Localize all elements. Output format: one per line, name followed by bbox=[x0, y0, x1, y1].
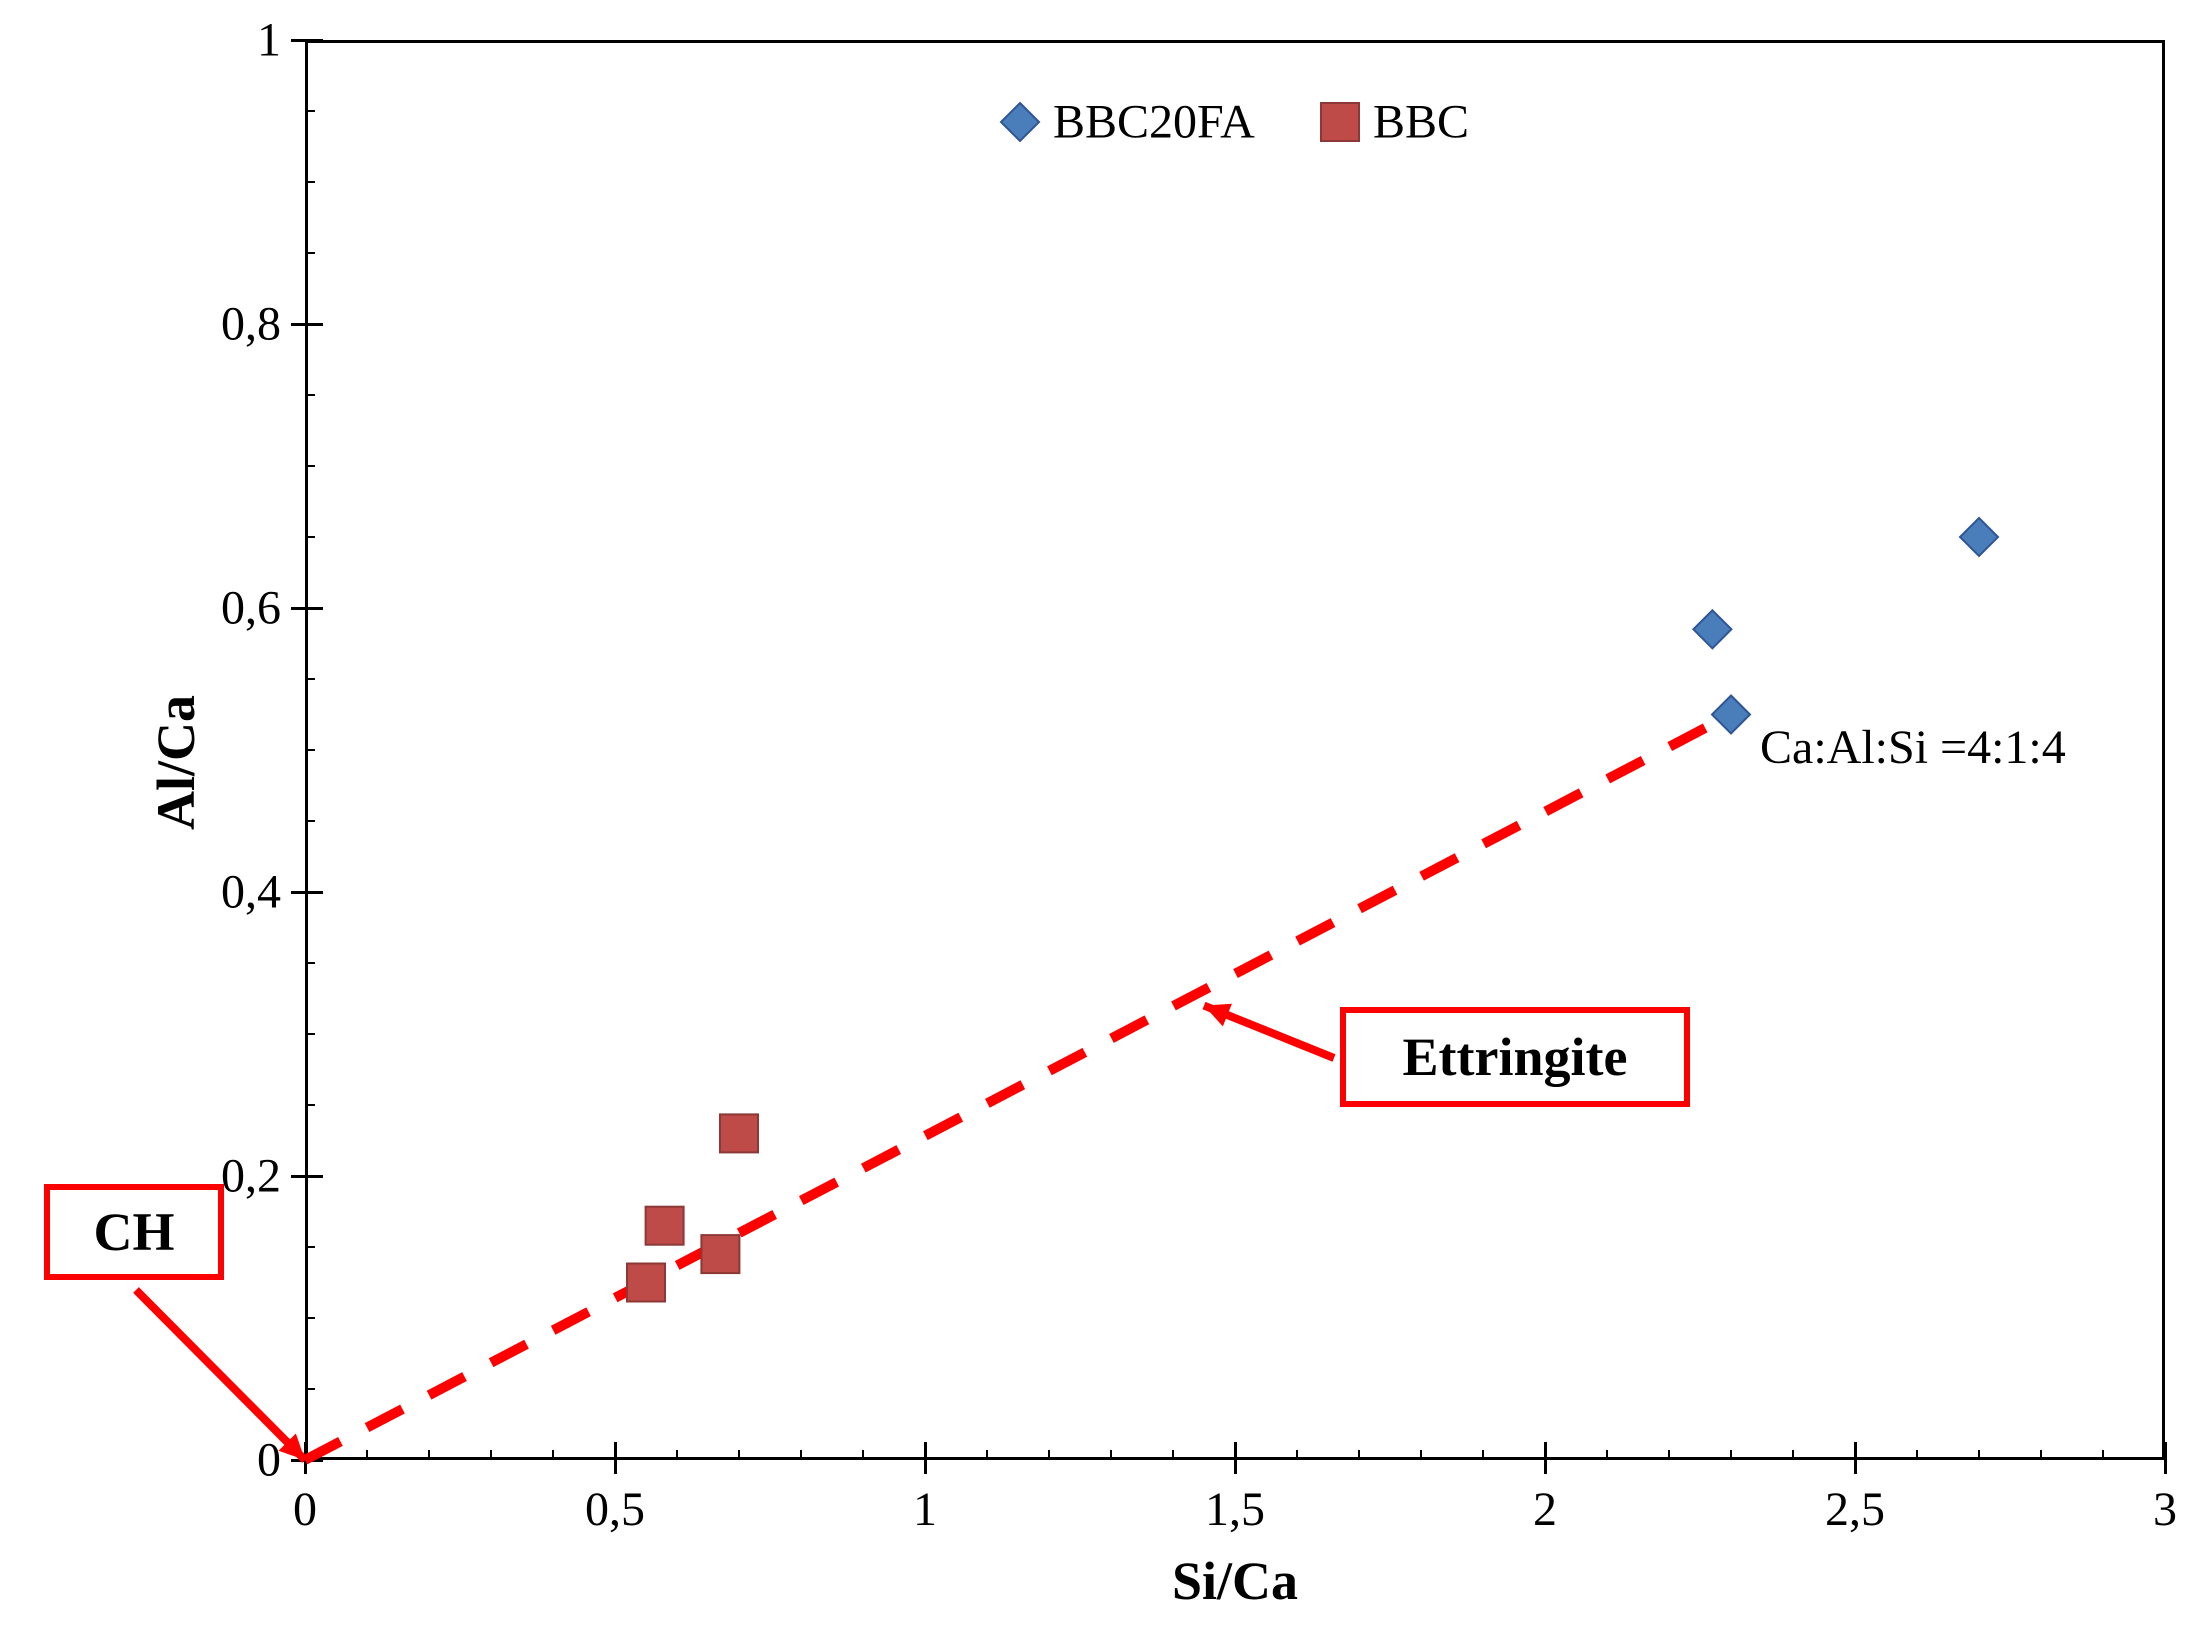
data-point-BBC20FA bbox=[1960, 518, 1998, 556]
scatter-chart: 00,511,522,5300,20,40,60,81Si/CaAl/CaCHE… bbox=[0, 0, 2201, 1650]
callout-ch: CH bbox=[44, 1184, 224, 1280]
data-point-BBC20FA bbox=[1693, 610, 1731, 648]
data-point-BBC20FA bbox=[1712, 696, 1750, 734]
callout-arrow-ch bbox=[136, 1290, 305, 1460]
callout-ettringite: Ettringite bbox=[1340, 1007, 1690, 1107]
legend-label: BBC bbox=[1373, 95, 1469, 150]
data-point-BBC bbox=[720, 1114, 758, 1152]
callout-arrow-ettringite bbox=[1204, 1004, 1334, 1058]
data-point-BBC bbox=[627, 1264, 665, 1302]
data-point-BBC bbox=[646, 1207, 684, 1245]
annotation-text: Ca:Al:Si =4:1:4 bbox=[1760, 720, 2066, 775]
legend-label: BBC20FA bbox=[1053, 95, 1255, 150]
overlay-svg bbox=[0, 0, 2201, 1650]
legend-marker-BBC bbox=[1321, 103, 1359, 141]
legend-marker-BBC20FA bbox=[1001, 103, 1039, 141]
data-point-BBC bbox=[701, 1235, 739, 1273]
